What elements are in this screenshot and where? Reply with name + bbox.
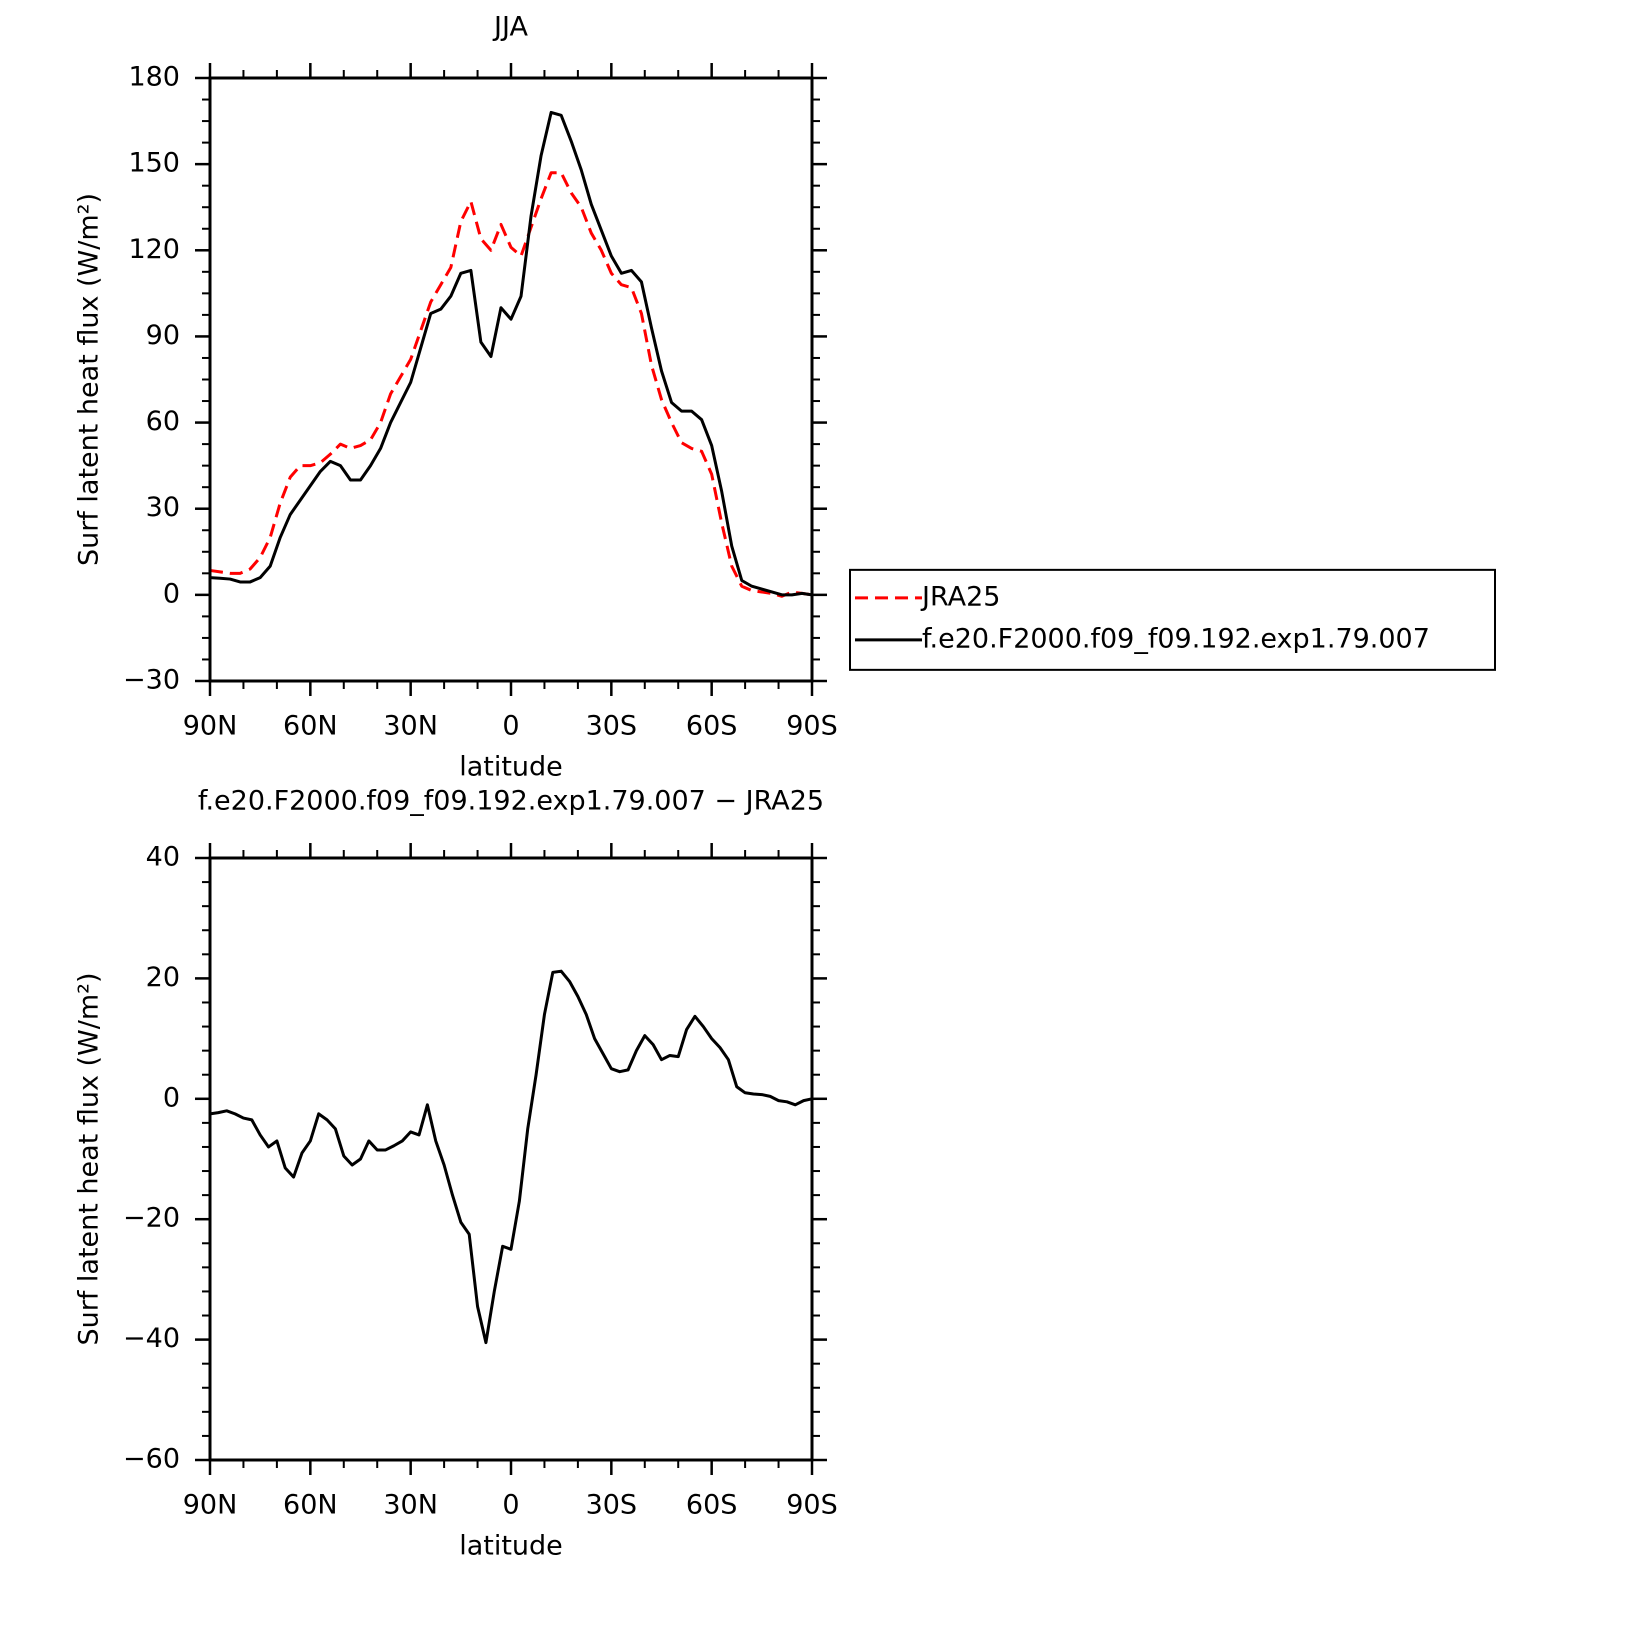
x-tick-label: 30S (586, 711, 638, 742)
y-tick-label: 60 (146, 406, 180, 437)
y-tick-label: 30 (146, 492, 180, 523)
y-tick-label: −60 (123, 1444, 180, 1475)
x-tick-label: 90S (786, 711, 838, 742)
x-tick-label: 60N (283, 1490, 338, 1521)
data-line (209, 110, 813, 597)
plot-frame (208, 856, 814, 1462)
y-axis-label: Surf latent heat flux (W/m²) (74, 193, 105, 566)
y-tick-label: −40 (123, 1323, 180, 1354)
y-tick-label: 0 (163, 578, 180, 609)
y-tick-label: 40 (146, 842, 180, 873)
data-line (209, 171, 813, 598)
y-tick-label: 150 (128, 148, 180, 179)
y-tick-label: 120 (128, 234, 180, 265)
y-axis-label: Surf latent heat flux (W/m²) (74, 972, 105, 1345)
x-tick-label: 30N (383, 711, 438, 742)
legend-box (849, 568, 1496, 671)
y-tick-label: 20 (146, 962, 180, 993)
x-tick-label: 0 (502, 711, 519, 742)
x-tick-label: 90N (183, 1490, 238, 1521)
y-tick-label: −30 (123, 665, 180, 696)
x-axis-label: latitude (459, 1531, 563, 1562)
legend-label: JRA25 (920, 581, 1000, 612)
y-tick-label: 90 (146, 320, 180, 351)
x-tick-label: 30S (586, 1490, 638, 1521)
x-tick-label: 90S (786, 1490, 838, 1521)
x-tick-label: 60N (283, 711, 338, 742)
y-tick-label: −20 (123, 1203, 180, 1234)
chart-title: JJA (492, 12, 528, 43)
y-tick-label: 180 (128, 62, 180, 93)
x-tick-label: 0 (502, 1490, 519, 1521)
x-tick-label: 60S (686, 1490, 738, 1521)
x-axis-label: latitude (459, 752, 563, 783)
y-tick-label: 0 (163, 1082, 180, 1113)
legend-label: f.e20.F2000.f09_f09.192.exp1.79.007 (922, 623, 1430, 654)
plot-frame (208, 76, 814, 683)
data-line (209, 969, 813, 1345)
x-tick-label: 90N (183, 711, 238, 742)
x-tick-label: 30N (383, 1490, 438, 1521)
chart-title: f.e20.F2000.f09_f09.192.exp1.79.007 − JR… (198, 786, 824, 817)
x-tick-label: 60S (686, 711, 738, 742)
